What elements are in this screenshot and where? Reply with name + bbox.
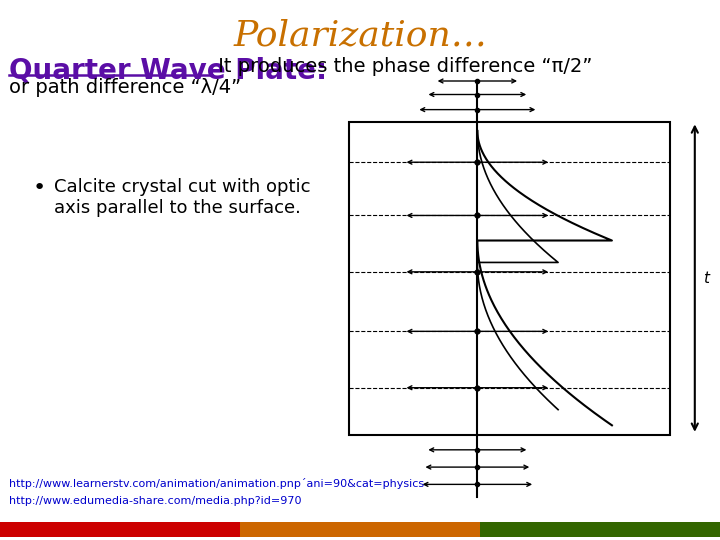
Text: Calcite crystal cut with optic
axis parallel to the surface.: Calcite crystal cut with optic axis para…: [54, 178, 310, 217]
Text: •: •: [32, 178, 45, 198]
Text: t: t: [703, 271, 709, 286]
Text: http://www.edumedia-share.com/media.php?id=970: http://www.edumedia-share.com/media.php?…: [9, 496, 301, 506]
Text: http://www.learnerstv.com/animation/animation.pnp´ani=90&cat=physics: http://www.learnerstv.com/animation/anim…: [9, 478, 424, 489]
Text: Polarization…: Polarization…: [233, 19, 487, 53]
Bar: [349, 122, 670, 435]
Bar: [0, 522, 240, 537]
Text: It produces the phase difference “π/2”: It produces the phase difference “π/2”: [212, 57, 593, 76]
Bar: [480, 522, 720, 537]
Text: Quarter Wave Plate:: Quarter Wave Plate:: [9, 57, 327, 85]
Bar: [240, 522, 480, 537]
Text: or path difference “λ/4”: or path difference “λ/4”: [9, 78, 240, 97]
